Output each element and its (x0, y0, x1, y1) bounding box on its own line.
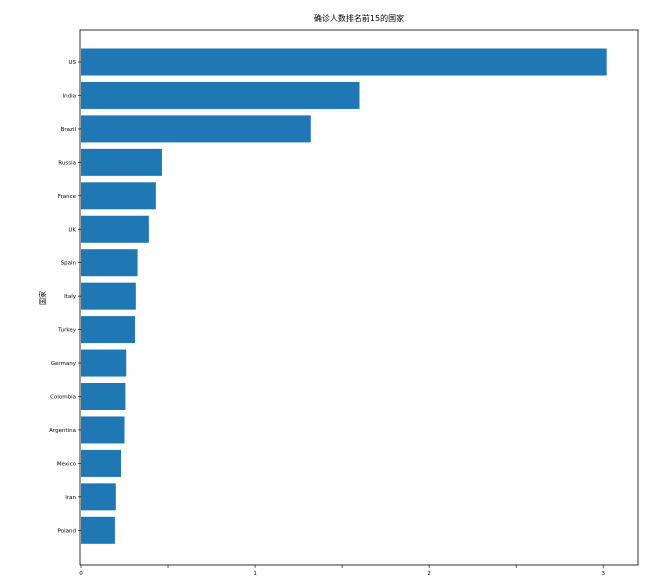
y-tick-label: Poland (58, 528, 76, 534)
y-tick-label: Argentina (49, 428, 76, 434)
x-tick-label: 3 (601, 571, 605, 577)
bar-argentina (81, 416, 125, 444)
x-tick-label: 0 (79, 571, 83, 577)
bar-poland (81, 516, 115, 544)
y-tick-layer: US India Brazil Russia France UK Spain Italy Tur… (49, 60, 81, 534)
x-tick-label: 1 (253, 571, 257, 577)
bar-us (81, 48, 607, 76)
bar-france (81, 182, 156, 210)
y-tick-label: Spain (61, 261, 77, 267)
x-tick-label: 2 (427, 571, 431, 577)
bar-russia (81, 148, 162, 176)
y-tick-label: India (63, 93, 77, 99)
bar-germany (81, 349, 127, 377)
y-tick-label: Iran (65, 495, 76, 501)
y-tick-label: France (58, 194, 77, 200)
chart-title: 确诊人数排名前15的国家 (314, 13, 404, 23)
bar-colombia (81, 383, 126, 410)
y-tick-label: Italy (64, 294, 77, 300)
y-tick-label: Colombia (50, 395, 76, 401)
bar-mexico (81, 449, 122, 477)
bar-brazil (81, 115, 311, 143)
bar-india (81, 81, 360, 109)
x-tick-layer: 0 1 2 3 (79, 565, 605, 577)
y-axis-label: 国家 (38, 291, 47, 305)
bar-italy (81, 282, 136, 310)
y-tick-label: UK (68, 227, 76, 233)
y-tick-label: Brazil (61, 127, 77, 133)
y-tick-label: Mexico (57, 461, 77, 467)
y-tick-label: Turkey (57, 328, 77, 334)
y-tick-label: Russia (58, 160, 76, 166)
bar-uk (81, 215, 149, 243)
plot-frame (79, 29, 639, 566)
bar-turkey (81, 316, 135, 344)
bars-layer (81, 48, 607, 544)
bar-iran (81, 483, 116, 511)
y-tick-label: US (68, 60, 76, 66)
bar-spain (81, 249, 138, 277)
y-tick-label: Germany (51, 361, 77, 367)
